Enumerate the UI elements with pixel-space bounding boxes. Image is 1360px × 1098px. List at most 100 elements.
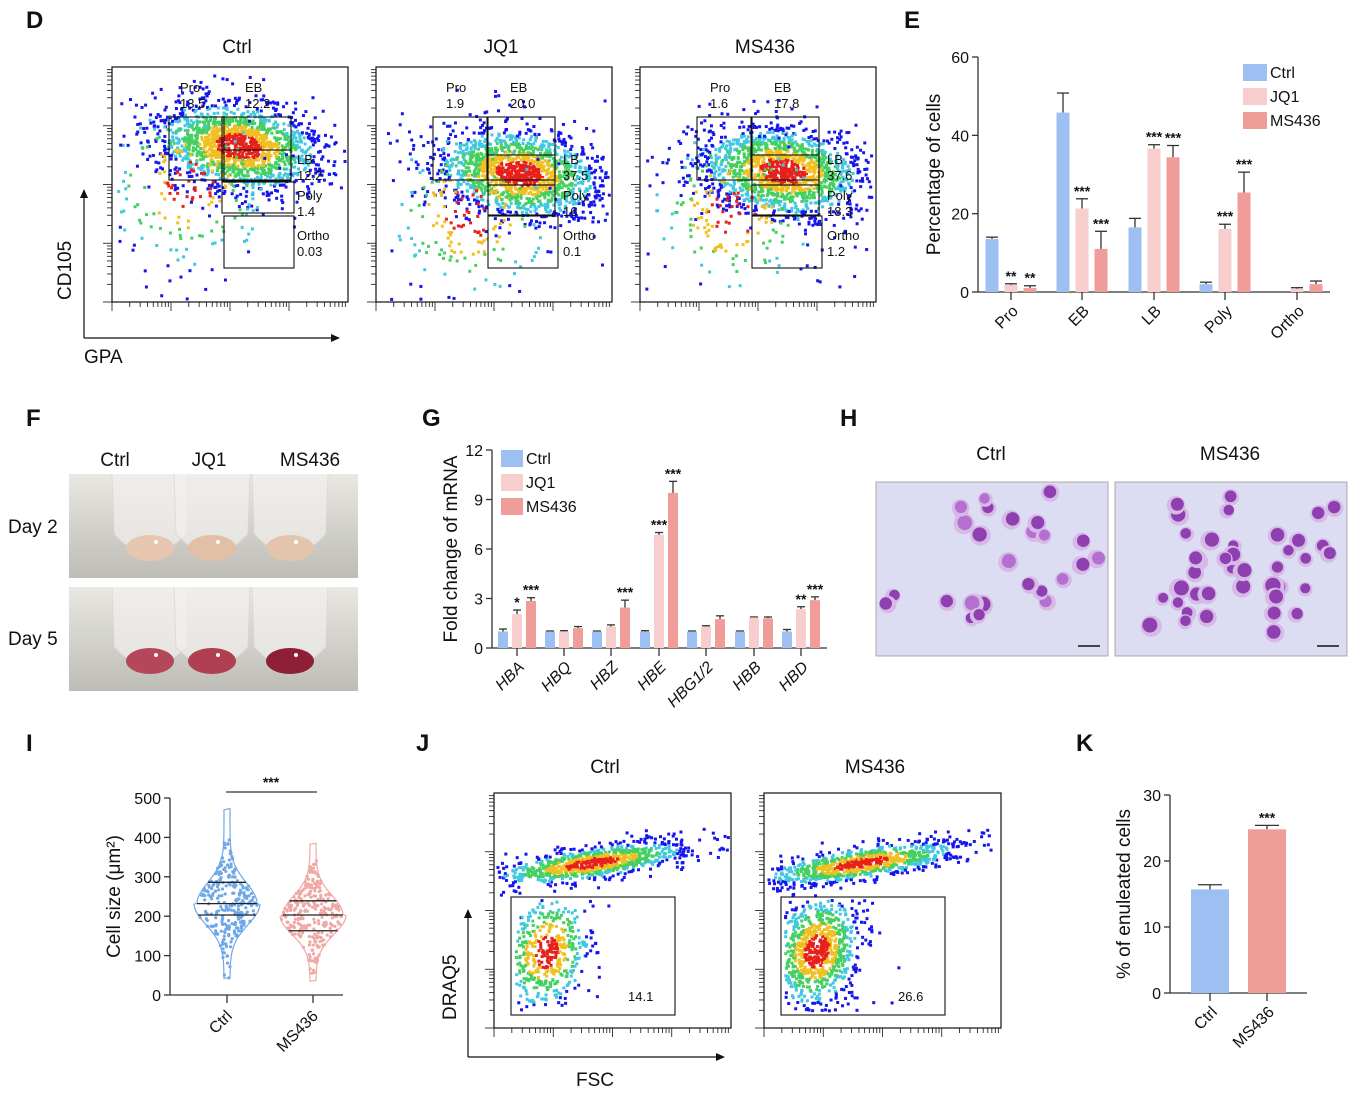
event-dot [505, 169, 509, 173]
event-dot [317, 179, 321, 183]
event-dot [260, 124, 264, 128]
event-dot [767, 204, 771, 208]
event-dot [501, 170, 505, 174]
event-dot [213, 118, 217, 122]
event-dot [264, 135, 268, 139]
event-dot [444, 184, 448, 188]
event-dot [515, 212, 519, 216]
event-dot [789, 191, 793, 195]
event-dot [267, 158, 271, 162]
event-dot [565, 214, 569, 218]
d-ylabel: CD105 [55, 241, 76, 300]
event-dot [745, 187, 749, 191]
event-dot [845, 201, 849, 205]
event-dot [568, 173, 572, 177]
event-dot [736, 149, 740, 153]
event-dot [261, 98, 265, 102]
event-dot [181, 113, 185, 117]
event-dot [479, 233, 483, 237]
event-dot [581, 147, 585, 151]
event-dot [242, 138, 246, 142]
event-dot [261, 212, 265, 216]
event-dot [305, 192, 309, 196]
event-dot [578, 196, 582, 200]
event-dot [768, 127, 772, 131]
event-dot [267, 101, 271, 105]
event-dot [261, 192, 265, 196]
event-dot [858, 170, 862, 174]
event-dot [756, 140, 760, 144]
event-dot [779, 152, 783, 156]
event-dot [843, 186, 847, 190]
event-dot [471, 193, 475, 197]
event-dot [479, 126, 483, 130]
event-dot [782, 136, 786, 140]
gate-box [487, 215, 559, 269]
event-dot [482, 239, 486, 243]
event-dot [207, 90, 211, 94]
event-dot [210, 169, 214, 173]
event-dot [145, 126, 149, 130]
event-dot [809, 201, 813, 205]
event-dot [482, 144, 486, 148]
event-dot [827, 194, 831, 198]
event-dot [265, 103, 269, 107]
event-dot [744, 183, 748, 187]
event-dot [745, 138, 749, 142]
event-dot [257, 152, 261, 156]
event-dot [504, 150, 508, 154]
event-dot [785, 161, 789, 165]
event-dot [821, 153, 825, 157]
event-dot [509, 135, 513, 139]
event-dot [718, 188, 722, 192]
event-dot [460, 174, 464, 178]
event-dot [789, 124, 793, 128]
event-dot [244, 117, 248, 121]
event-dot [248, 75, 252, 79]
event-dot [851, 171, 855, 175]
event-dot [507, 176, 511, 180]
event-dot [503, 184, 507, 188]
event-dot [477, 185, 481, 189]
event-dot [795, 207, 799, 211]
event-dot [160, 294, 164, 298]
event-dot [535, 192, 539, 196]
event-dot [770, 150, 774, 154]
event-dot [767, 185, 771, 189]
event-dot [237, 130, 241, 134]
event-dot [806, 187, 810, 191]
event-dot [483, 252, 487, 256]
event-dot [311, 174, 315, 178]
event-dot [513, 179, 517, 183]
event-dot [569, 136, 573, 140]
event-dot [863, 168, 867, 172]
event-dot [791, 179, 795, 183]
event-dot [231, 184, 235, 188]
event-dot [222, 192, 226, 196]
event-dot [545, 170, 549, 174]
event-dot [219, 137, 223, 141]
event-dot [140, 105, 144, 109]
event-dot [523, 186, 527, 190]
event-dot [456, 224, 460, 228]
event-dot [186, 157, 190, 161]
event-dot [755, 156, 759, 160]
event-dot [822, 139, 826, 143]
event-dot [807, 136, 811, 140]
event-dot [741, 148, 745, 152]
event-dot [454, 196, 458, 200]
event-dot [723, 168, 727, 172]
event-dot [508, 185, 512, 189]
event-dot [480, 165, 484, 169]
event-dot [278, 176, 282, 180]
event-dot [596, 189, 600, 193]
event-dot [207, 138, 211, 142]
event-dot [249, 121, 253, 125]
event-dot [746, 211, 750, 215]
event-dot [742, 163, 746, 167]
event-dot [228, 149, 232, 153]
event-dot [283, 145, 287, 149]
event-dot [292, 146, 296, 150]
event-dot [699, 148, 703, 152]
event-dot [800, 149, 804, 153]
